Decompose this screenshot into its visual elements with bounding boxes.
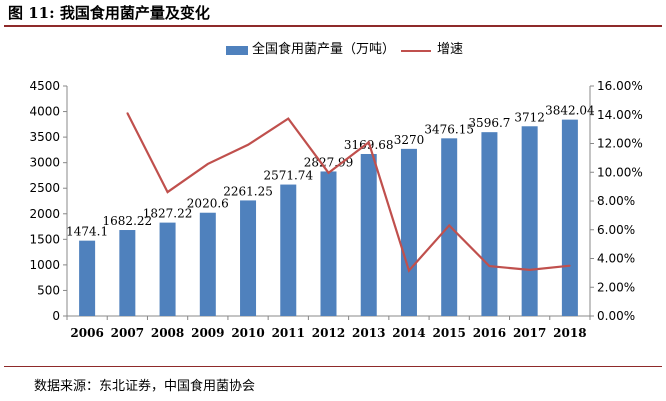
y-tick-label-left: 0 <box>52 309 60 323</box>
source-rule <box>4 366 662 367</box>
growth-line <box>126 112 570 273</box>
bar <box>561 119 578 317</box>
legend-label-production: 全国食用菌产量（万吨） <box>252 42 396 57</box>
x-tick-label: 2013 <box>352 326 385 340</box>
x-tick-label: 2010 <box>231 326 264 340</box>
y-tick-label-left: 500 <box>37 283 60 297</box>
bar-data-label: 2261.25 <box>223 184 273 198</box>
growth-point <box>408 269 410 272</box>
y-tick-label-left: 2500 <box>29 181 60 195</box>
growth-point <box>207 163 209 165</box>
growth-point <box>166 191 169 193</box>
legend-label-growth: 增速 <box>437 42 464 57</box>
y-tick-label-right: 14.00% <box>597 108 643 122</box>
y-tick-label-left: 3500 <box>29 130 60 144</box>
x-tick-label: 2018 <box>553 326 586 340</box>
y-tick-label-right: 8.00% <box>597 194 635 208</box>
bar <box>119 230 136 316</box>
bar <box>159 222 176 316</box>
bar-data-label: 3842.04 <box>545 104 595 118</box>
growth-point <box>569 264 571 267</box>
y-tick-label-left: 4000 <box>29 105 60 119</box>
y-tick-label-right: 0.00% <box>597 309 635 323</box>
bar <box>481 132 498 316</box>
y-tick-label-right: 10.00% <box>597 165 643 179</box>
bar-data-label: 2571.74 <box>263 169 313 183</box>
y-tick-label-left: 1500 <box>29 232 60 246</box>
x-tick-label: 2016 <box>473 326 506 340</box>
growth-point <box>367 141 370 144</box>
bar <box>441 138 458 316</box>
y-tick-label-left: 2000 <box>29 207 60 221</box>
x-tick-label: 2009 <box>191 326 224 340</box>
bar-data-label: 3712 <box>514 110 545 124</box>
bar-data-label: 3476.15 <box>424 122 474 136</box>
bar <box>360 153 377 316</box>
bar <box>79 240 96 316</box>
x-tick-label: 2008 <box>151 326 184 340</box>
title-rule <box>4 25 662 27</box>
growth-point <box>528 269 531 271</box>
figure-title: 图 11: 我国食用菌产量及变化 <box>8 4 210 22</box>
x-tick-label: 2007 <box>111 326 144 340</box>
bar-data-label: 1474.1 <box>66 225 108 239</box>
x-tick-label: 2012 <box>312 326 345 340</box>
growth-point <box>247 143 249 146</box>
x-tick-label: 2017 <box>513 326 546 340</box>
y-tick-label-left: 1000 <box>29 258 60 272</box>
y-tick-label-left: 3000 <box>29 156 60 170</box>
x-tick-label: 2014 <box>392 326 425 340</box>
bar-data-label: 1682.22 <box>103 214 153 228</box>
y-tick-label-right: 12.00% <box>597 137 643 151</box>
bar-data-label: 2827.99 <box>304 155 354 169</box>
y-tick-label-right: 16.00% <box>597 79 643 93</box>
y-tick-label-right: 4.00% <box>597 252 635 266</box>
growth-point <box>126 112 129 114</box>
x-tick-label: 2015 <box>432 326 465 340</box>
x-tick-label: 2006 <box>70 326 103 340</box>
bar-data-label: 2020.6 <box>187 197 229 211</box>
bar <box>240 200 257 316</box>
bar <box>320 171 337 316</box>
bar-data-label: 3270 <box>394 133 425 147</box>
bar-data-label: 1827.22 <box>143 207 193 221</box>
legend-swatch-bar <box>226 46 248 55</box>
growth-point <box>327 172 330 174</box>
growth-point <box>448 224 450 227</box>
y-tick-label-right: 2.00% <box>597 280 635 294</box>
growth-point <box>488 265 491 267</box>
x-tick-label: 2011 <box>272 326 305 340</box>
bar <box>280 184 297 316</box>
source-note: 数据来源：东北证券，中国食用菌协会 <box>34 379 256 394</box>
y-tick-label-right: 6.00% <box>597 223 635 237</box>
y-tick-label-left: 4500 <box>29 79 60 93</box>
bar-data-label: 3596.7 <box>468 116 510 130</box>
bar <box>521 126 538 316</box>
bar <box>400 148 417 316</box>
legend-swatch-line <box>401 50 431 52</box>
growth-point <box>287 117 290 120</box>
bar <box>199 212 216 316</box>
